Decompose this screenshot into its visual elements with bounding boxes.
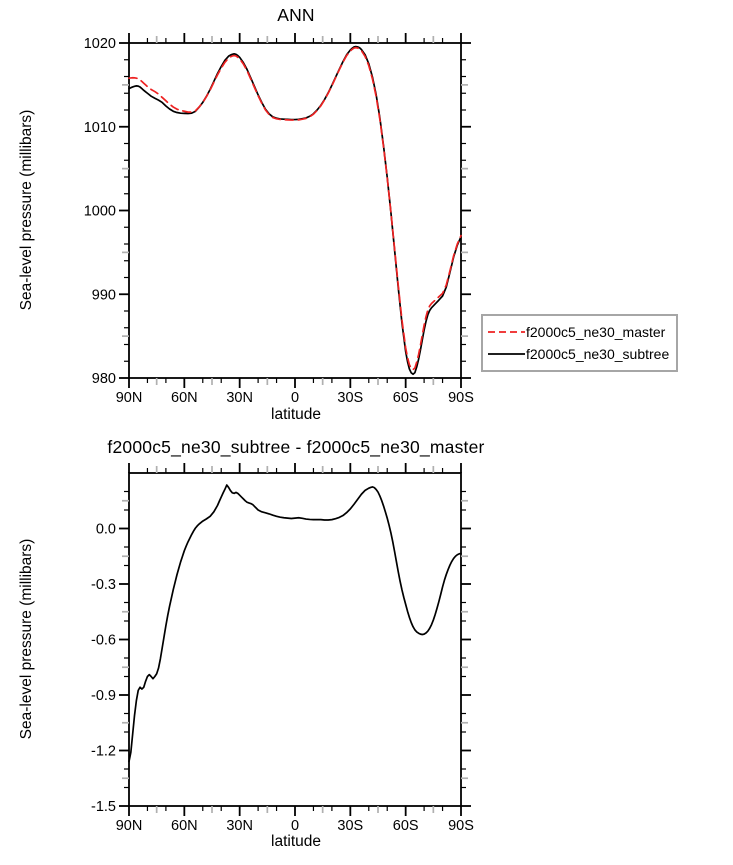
legend-box: f2000c5_ne30_master f2000c5_ne30_subtree xyxy=(481,314,678,372)
solid-line-sample-icon xyxy=(488,353,525,355)
svg-text:980: 980 xyxy=(92,371,116,387)
svg-text:90N: 90N xyxy=(116,818,143,834)
svg-text:-0.3: -0.3 xyxy=(91,577,116,593)
svg-text:60N: 60N xyxy=(171,390,198,406)
legend-label-master: f2000c5_ne30_master xyxy=(526,324,666,340)
svg-text:1020: 1020 xyxy=(84,36,116,52)
legend-entry-subtree: f2000c5_ne30_subtree xyxy=(488,346,674,362)
svg-text:1000: 1000 xyxy=(84,204,116,220)
series-line xyxy=(128,45,462,376)
svg-text:1010: 1010 xyxy=(84,120,116,136)
dashed-line-sample-icon xyxy=(488,331,525,333)
svg-text:30N: 30N xyxy=(226,390,253,406)
chart-title-difference: f2000c5_ne30_subtree - f2000c5_ne30_mast… xyxy=(107,437,485,457)
chart-title-ann: ANN xyxy=(277,5,315,25)
svg-text:90S: 90S xyxy=(448,390,474,406)
svg-text:0.0: 0.0 xyxy=(96,522,116,538)
svg-text:-1.2: -1.2 xyxy=(91,744,116,760)
svg-text:90N: 90N xyxy=(116,390,143,406)
svg-text:0: 0 xyxy=(291,390,299,406)
svg-text:60S: 60S xyxy=(393,390,419,406)
svg-text:30S: 30S xyxy=(337,390,363,406)
chart-0-plot: 90N 60N 30N 0 30S 60S 90S 1020 1010 1000 990 980 xyxy=(84,33,474,406)
svg-text:60N: 60N xyxy=(171,818,198,834)
legend-label-subtree: f2000c5_ne30_subtree xyxy=(526,346,670,362)
svg-text:990: 990 xyxy=(92,287,116,303)
svg-text:60S: 60S xyxy=(393,818,419,834)
svg-text:-0.6: -0.6 xyxy=(91,633,116,649)
series-line xyxy=(128,46,462,371)
chart-1-plot: 90N 60N 30N 0 30S 60S 90S 0.0 -0.3 -0.6 -0.9 -1.2 -1… xyxy=(91,463,474,834)
y-axis-label-bottom: Sea-level pressure (millibars) xyxy=(18,538,35,740)
x-axis-label-bottom: latitude xyxy=(271,833,321,850)
svg-text:30N: 30N xyxy=(226,818,253,834)
svg-text:-0.9: -0.9 xyxy=(91,688,116,704)
svg-text:0: 0 xyxy=(291,818,299,834)
legend-entry-master: f2000c5_ne30_master xyxy=(488,324,674,340)
series-line xyxy=(128,484,462,763)
svg-text:-1.5: -1.5 xyxy=(91,799,116,815)
svg-text:30S: 30S xyxy=(337,818,363,834)
y-axis-label-top: Sea-level pressure (millibars) xyxy=(18,109,35,311)
x-axis-label-top: latitude xyxy=(271,406,321,423)
svg-text:90S: 90S xyxy=(448,818,474,834)
